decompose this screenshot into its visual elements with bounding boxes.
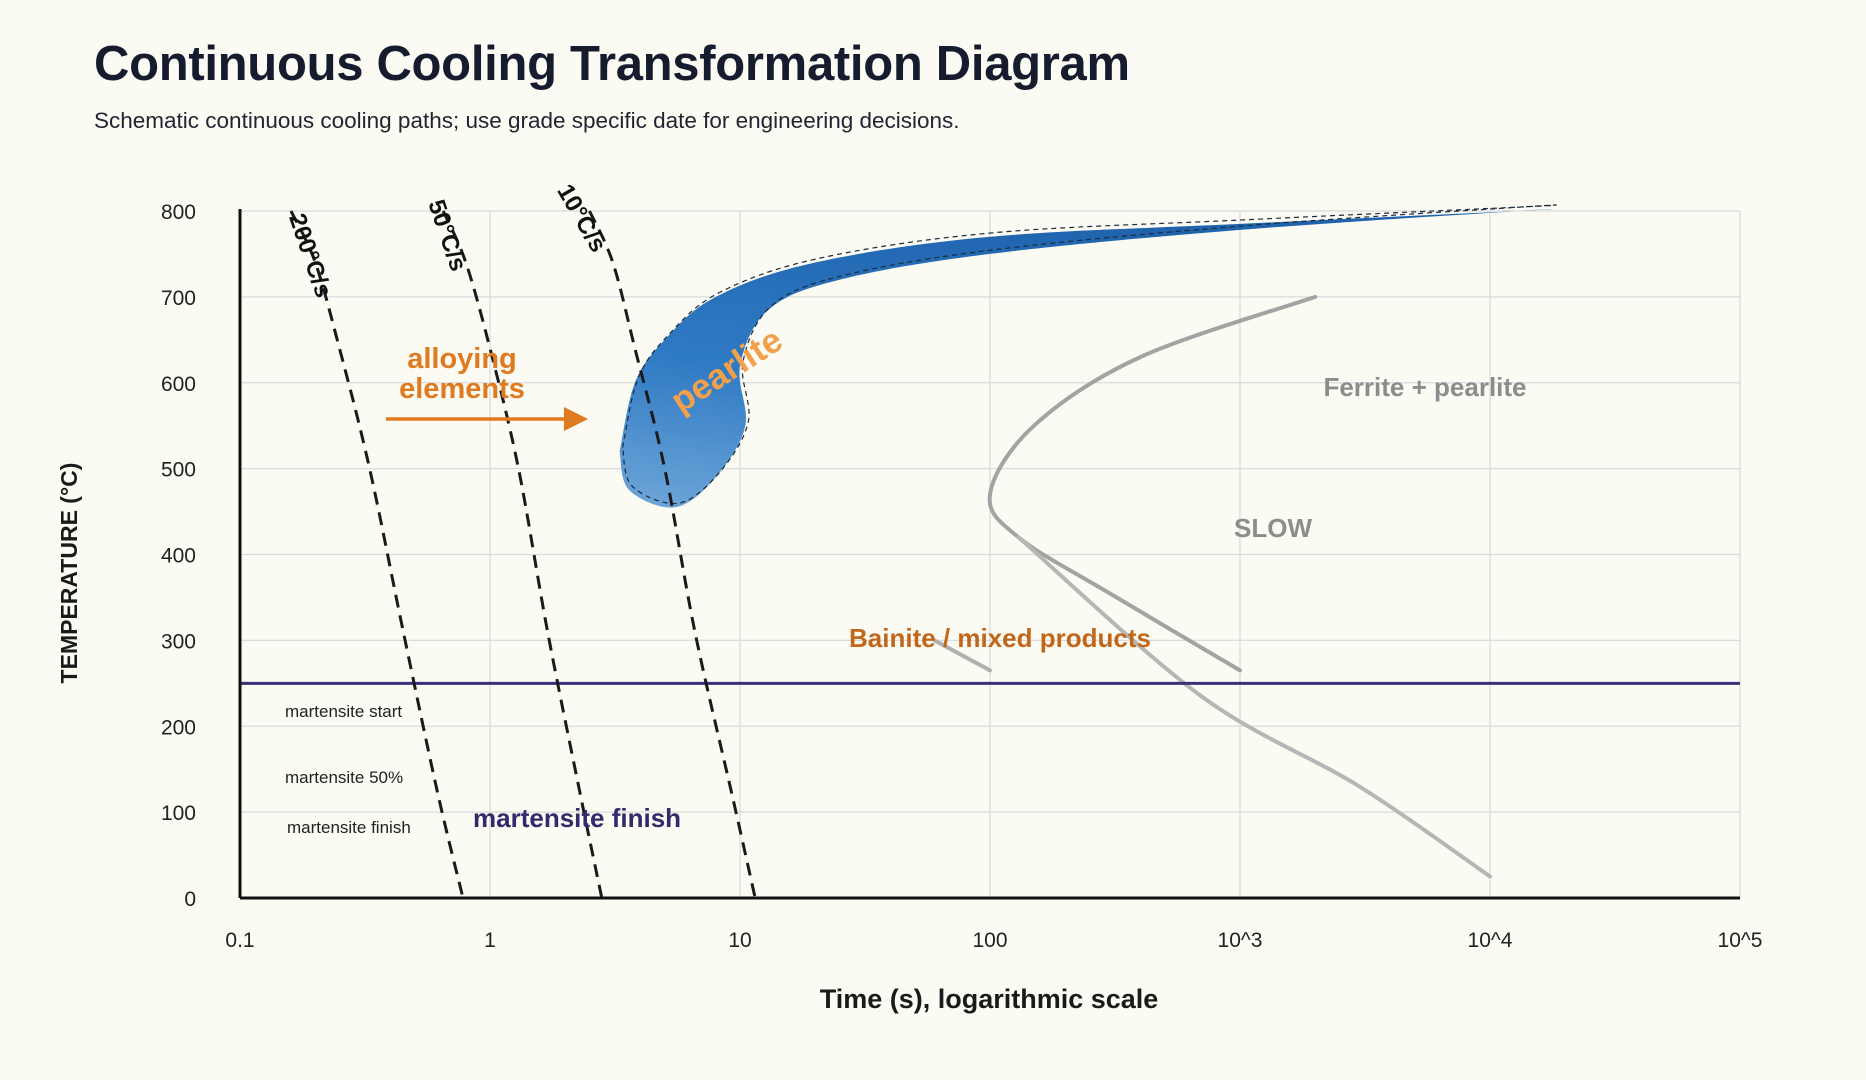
x-tick-label: 10^3 [1218,929,1263,952]
cooling-rate-label-2: 50°C/s [422,196,472,274]
y-tick-label: 500 [161,459,196,482]
x-tick-label: 100 [972,929,1007,952]
chart-regions [619,204,1557,508]
alloying-arrow-head [564,407,588,431]
slow-curve [1016,535,1492,879]
y-axis-title: TEMPERATURE (°C) [56,463,82,684]
cooling-curve-1 [289,210,465,899]
cooling-curve-2 [441,210,604,899]
martensite-start-label: martensite start [285,702,402,721]
x-tick-label: 10^4 [1468,929,1513,952]
x-tick-label: 10^5 [1718,929,1763,952]
y-tick-label: 0 [184,888,196,911]
slow-label: SLOW [1234,513,1312,543]
y-tick-label: 700 [161,287,196,310]
y-tick-label: 800 [161,201,196,224]
alloying-label-line2: elements [399,373,525,405]
x-axis-title: Time (s), logarithmic scale [820,984,1159,1014]
y-tick-label: 200 [161,716,196,739]
chart-subtitle: Schematic continuous cooling paths; use … [94,108,960,133]
cooling-rate-label-3: 10°C/s [551,180,611,257]
pearlite-outline [621,204,1557,505]
martensite-50-label: martensite 50% [285,768,403,787]
y-tick-label: 600 [161,373,196,396]
x-tick-label: 0.1 [225,929,254,952]
cooling-curve-3 [588,210,757,899]
y-tick-label: 100 [161,802,196,825]
martensite-finish-label: martensite finish [473,803,681,833]
chart-grid [239,210,1741,898]
ferrite-pearlite-curve [987,294,1318,673]
x-tick-label: 10 [728,929,751,952]
y-tick-label: 400 [161,545,196,568]
bainite-line [932,638,992,673]
x-tick-label: 1 [484,929,496,952]
cooling-rate-label-1: 200°C/s [283,210,337,301]
ferrite-pearlite-label: Ferrite + pearlite [1323,372,1526,402]
martensite-finish-small-label: martensite finish [287,818,411,837]
bainite-label: Bainite / mixed products [849,623,1151,653]
chart-labels: Time (s), logarithmic scale TEMPERATURE (… [56,180,1527,1014]
chart-title: Continuous Cooling Transformation Diagra… [94,37,1130,91]
pearlite-region [619,209,1554,508]
chart-axes [238,209,1740,900]
alloying-label-line1: alloying [407,343,517,375]
chart-lines [240,210,1740,899]
y-tick-label: 300 [161,630,196,653]
chart-ticks: 0 100 200 300 400 500 600 700 800 0.1 1 10 100 10^3 10… [161,201,1763,952]
